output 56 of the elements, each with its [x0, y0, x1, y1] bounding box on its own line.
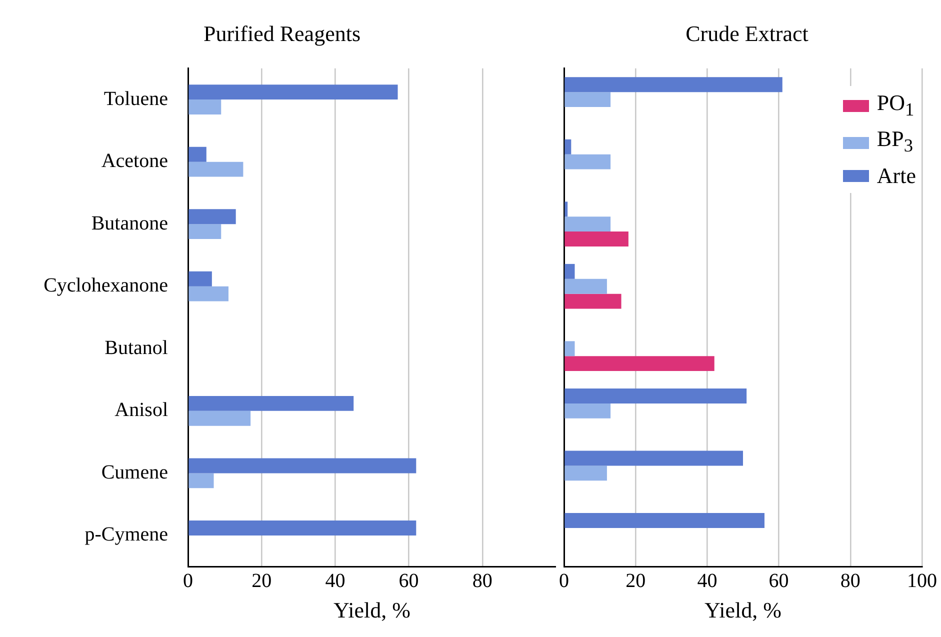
bar [564, 139, 572, 154]
bar [564, 216, 611, 232]
bar [188, 209, 236, 224]
legend-label: BP$_{3}$ [876, 125, 913, 158]
x-tick-label: 20 [626, 570, 646, 592]
bar [564, 388, 747, 404]
bar [188, 271, 212, 286]
bar [188, 162, 244, 177]
x-tick-label: 80 [840, 570, 860, 592]
y-tick-label: Toluene [104, 88, 168, 110]
y-tick-label: Cyclohexanone [44, 274, 168, 297]
bar [188, 100, 222, 114]
bar [564, 513, 764, 528]
bar [188, 84, 398, 100]
chart-title: Purified Reagents [203, 20, 361, 46]
bar [564, 450, 743, 466]
bar [564, 154, 611, 170]
x-tick-label: 0 [183, 570, 193, 592]
bar [188, 224, 222, 240]
bar [564, 278, 607, 294]
x-tick-label: 20 [252, 570, 272, 592]
y-tick-label: Butanone [91, 212, 168, 234]
y-tick-label: Cumene [101, 461, 168, 484]
bar [188, 410, 251, 426]
x-axis-title: Yield, % [334, 598, 410, 623]
bar [564, 356, 714, 372]
bar [564, 202, 568, 217]
legend-label: Arte [876, 162, 916, 190]
x-tick-label: 0 [559, 570, 569, 592]
bar [564, 341, 575, 356]
x-tick-label: 100 [907, 570, 937, 592]
bar [188, 520, 416, 536]
y-tick-label: p-Cymene [84, 524, 168, 546]
y-tick-label: Butanol [104, 336, 168, 359]
x-tick-label: 60 [398, 570, 419, 592]
chart-title: Crude Extract [686, 20, 808, 46]
legend-label: PO$_{1}$ [876, 89, 914, 122]
bar [564, 264, 575, 279]
x-tick-label: 40 [697, 570, 718, 592]
bar [188, 473, 214, 488]
bar [564, 294, 622, 309]
bar [564, 232, 628, 247]
y-tick-label: Anisol [114, 399, 168, 422]
bar [188, 396, 354, 411]
bar [188, 146, 206, 162]
x-axis-title: Yield, % [704, 598, 782, 623]
bar [188, 286, 228, 302]
x-tick-label: 40 [325, 570, 346, 592]
bar [564, 92, 611, 108]
bar [564, 77, 782, 92]
y-tick-label: Acetone [101, 150, 168, 172]
bar [564, 403, 611, 418]
bar [564, 466, 607, 481]
x-tick-label: 80 [472, 570, 492, 592]
bar [188, 458, 416, 474]
x-tick-label: 60 [768, 570, 789, 592]
